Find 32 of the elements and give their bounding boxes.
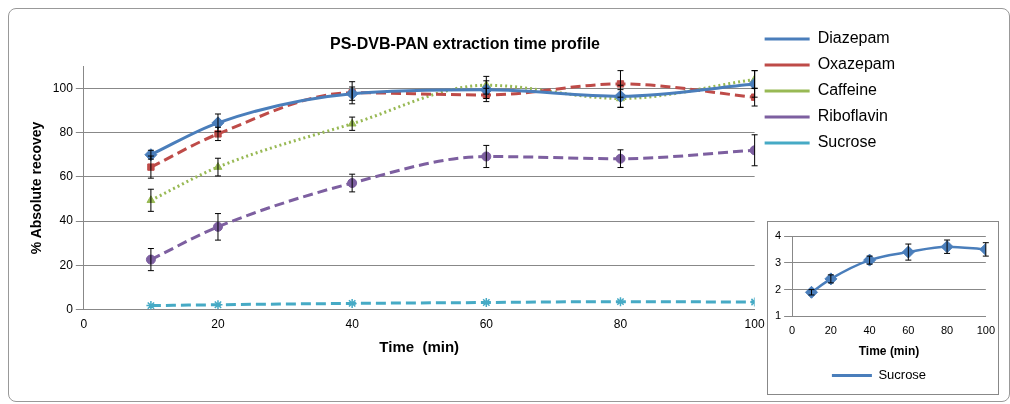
y-tick-label: 1 (774, 309, 782, 322)
x-tick-label: 80 (940, 324, 954, 337)
x-tick-label: 20 (824, 324, 837, 337)
y-tick-label: 20 (59, 257, 74, 272)
x-tick-label: 100 (744, 317, 765, 332)
y-tick-label: 2 (774, 282, 782, 295)
legend-label: Riboflavin (817, 107, 888, 125)
x-axis-title: Time (min) (858, 344, 920, 359)
x-tick-label: 0 (80, 317, 88, 332)
legend-label: Sucrose (817, 133, 877, 151)
x-axis-title: Time (min) (379, 338, 460, 356)
legend-label: Diazepam (817, 29, 890, 47)
x-tick-label: 60 (479, 317, 494, 332)
x-tick-label: 40 (863, 324, 876, 337)
y-tick-label: 4 (774, 229, 782, 242)
x-tick-label: 20 (211, 317, 225, 332)
x-tick-label: 100 (976, 324, 995, 337)
y-tick-label: 0 (66, 301, 74, 316)
y-axis-title: % Absolute recovey (28, 121, 45, 255)
x-tick-label: 80 (613, 317, 628, 332)
chart-title: PS-DVB-PAN extraction time profile (330, 35, 601, 53)
legend-label: Sucrose (878, 367, 927, 383)
y-tick-label: 60 (59, 169, 74, 184)
y-tick-label: 40 (59, 213, 74, 228)
legend-label: Caffeine (817, 81, 878, 99)
y-tick-label: 100 (52, 80, 74, 95)
x-tick-label: 60 (902, 324, 915, 337)
legend-label: Oxazepam (817, 55, 896, 73)
y-tick-label: 80 (59, 124, 74, 139)
x-tick-label: 40 (345, 317, 360, 332)
x-tick-label: 0 (789, 324, 796, 337)
y-tick-label: 3 (774, 255, 782, 268)
